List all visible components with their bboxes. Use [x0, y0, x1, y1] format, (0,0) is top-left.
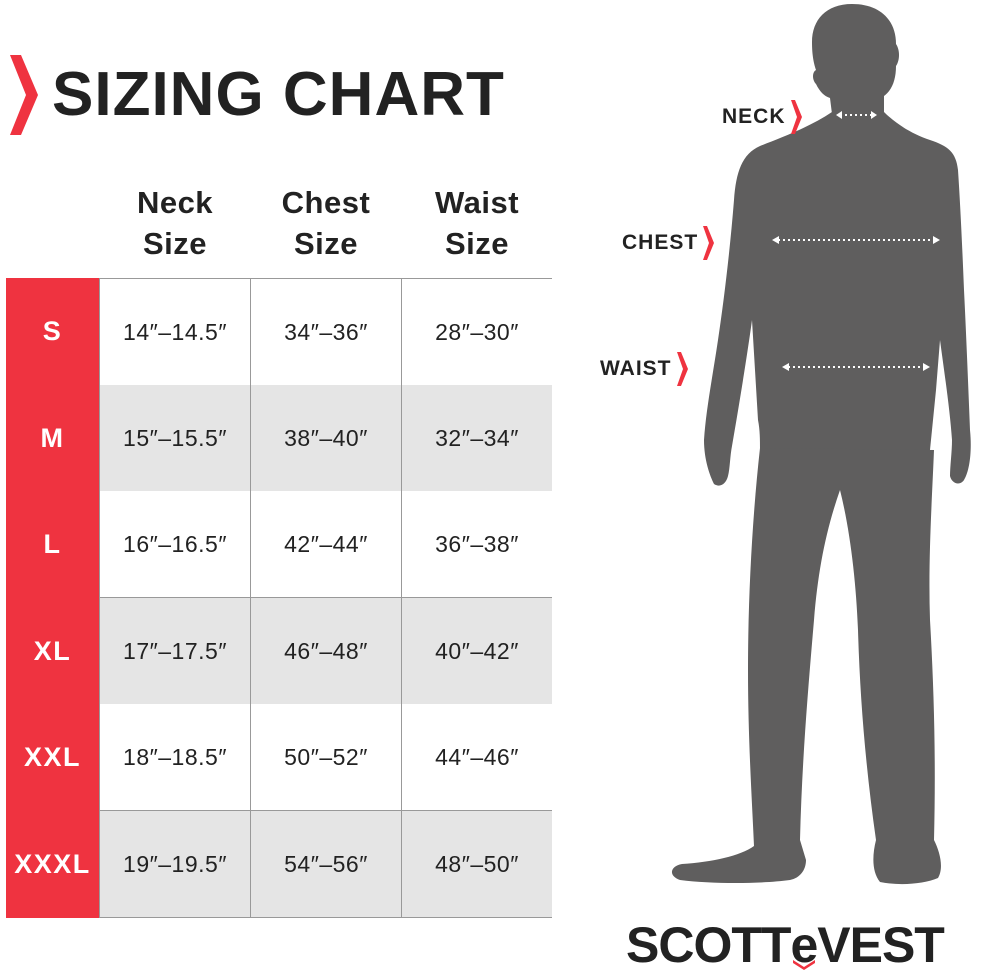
logo-e-mark: e: [790, 916, 818, 974]
column-header-line: Size: [142, 226, 208, 261]
neck-cell: 14″–14.5″: [99, 279, 250, 385]
chest-cell: 38″–40″: [250, 385, 401, 491]
column-header-neck: Neck Size: [99, 182, 251, 264]
neck-cell: 16″–16.5″: [99, 491, 250, 597]
size-label: S: [42, 316, 63, 346]
table-row: 17″–17.5″ 46″–48″ 40″–42″: [99, 598, 552, 705]
neck-cell: 15″–15.5″: [99, 385, 250, 491]
chest-label: CHEST: [622, 226, 715, 260]
column-header-line: Chest: [281, 185, 371, 220]
chest-label-text: CHEST: [622, 231, 699, 254]
title-block: SIZING CHART: [6, 55, 505, 135]
person-silhouette-icon: [671, 4, 971, 885]
neck-cell: 17″–17.5″: [99, 598, 250, 704]
waist-cell: 44″–46″: [401, 704, 552, 810]
chevron-right-icon: [10, 55, 38, 135]
size-label: XL: [33, 636, 72, 666]
page-title: SIZING CHART: [52, 60, 505, 129]
table-row: 19″–19.5″ 54″–56″ 48″–50″: [99, 811, 552, 918]
waist-cell: 40″–42″: [401, 598, 552, 704]
neck-label-text: NECK: [722, 105, 786, 128]
chest-cell: 54″–56″: [250, 811, 401, 917]
waist-label: WAIST: [600, 352, 688, 386]
size-label: L: [43, 529, 62, 559]
chest-cell: 46″–48″: [250, 598, 401, 704]
size-label: XXL: [23, 742, 81, 772]
logo-chevron-icon: [793, 960, 816, 970]
column-header-waist: Waist Size: [401, 182, 553, 264]
chevron-right-icon: [703, 226, 715, 260]
chest-cell: 50″–52″: [250, 704, 401, 810]
column-header-line: Size: [444, 226, 510, 261]
size-label: XXXL: [14, 849, 91, 879]
table-row: 14″–14.5″ 34″–36″ 28″–30″: [99, 279, 552, 386]
size-column: S M L XL XXL XXXL: [6, 278, 99, 918]
column-header-line: Waist: [434, 185, 520, 220]
brand-logo: SCOTT e VEST: [626, 916, 945, 974]
column-header-chest: Chest Size: [250, 182, 402, 264]
waist-label-text: WAIST: [600, 357, 672, 380]
size-label: M: [40, 423, 65, 453]
column-header-line: Neck: [136, 185, 214, 220]
table-row: 15″–15.5″ 38″–40″ 32″–34″: [99, 385, 552, 492]
neck-cell: 18″–18.5″: [99, 704, 250, 810]
chest-cell: 34″–36″: [250, 279, 401, 385]
logo-text: SCOTT: [626, 917, 791, 973]
neck-label: NECK: [722, 100, 802, 134]
size-table: 14″–14.5″ 34″–36″ 28″–30″ 15″–15.5″ 38″–…: [99, 278, 552, 918]
table-row: 16″–16.5″ 42″–44″ 36″–38″: [99, 491, 552, 598]
logo-text: VEST: [817, 917, 945, 973]
chevron-right-icon: [790, 100, 802, 134]
chest-cell: 42″–44″: [250, 491, 401, 597]
chevron-right-icon: [676, 352, 688, 386]
neck-cell: 19″–19.5″: [99, 811, 250, 917]
waist-cell: 32″–34″: [401, 385, 552, 491]
column-header-line: Size: [293, 226, 359, 261]
waist-cell: 28″–30″: [401, 279, 552, 385]
waist-cell: 48″–50″: [401, 811, 552, 917]
waist-cell: 36″–38″: [401, 491, 552, 597]
table-row: 18″–18.5″ 50″–52″ 44″–46″: [99, 704, 552, 811]
